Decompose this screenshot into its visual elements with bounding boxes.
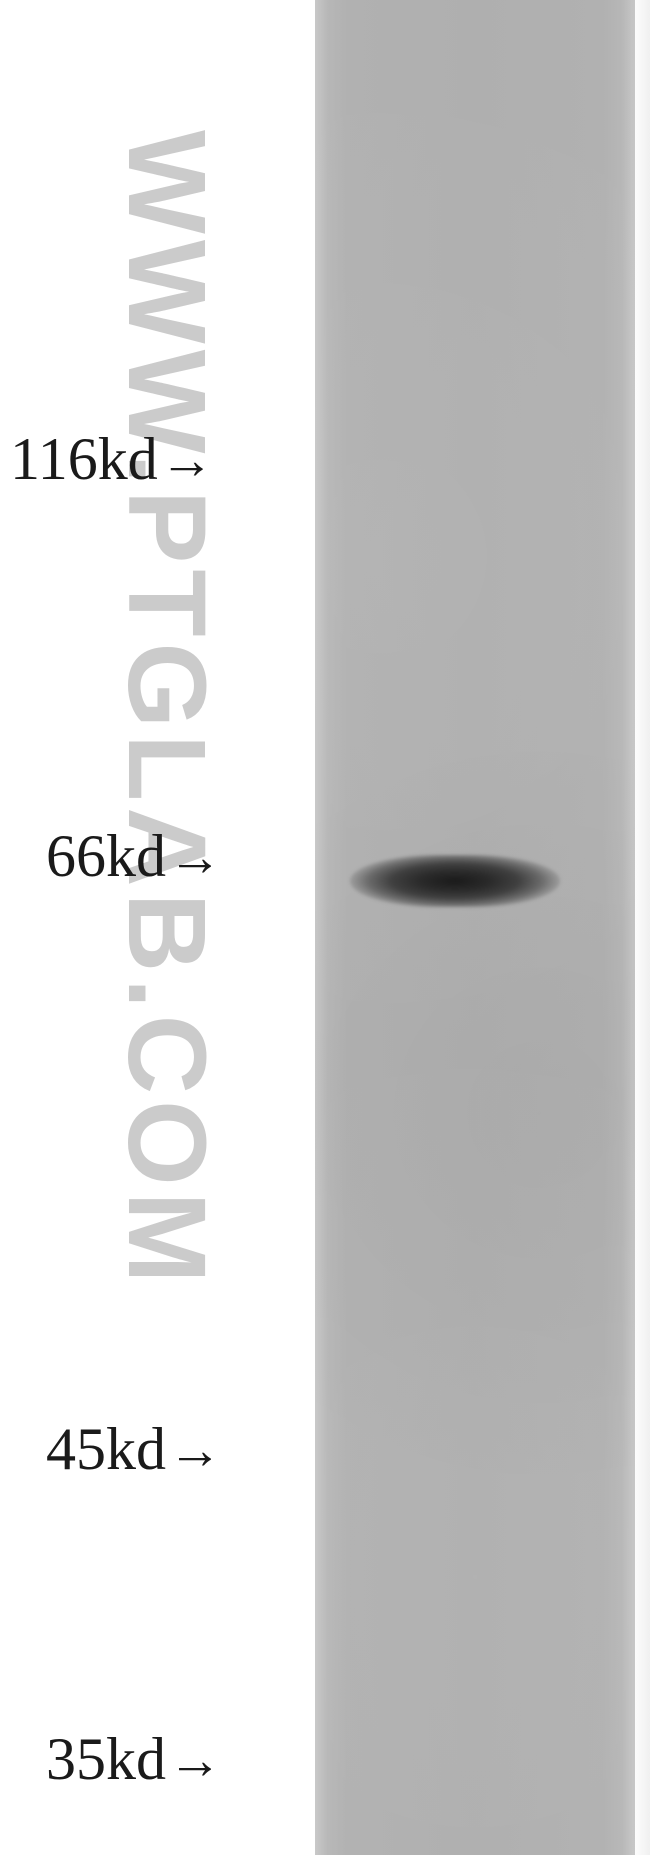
arrow-icon: → [168, 1419, 222, 1481]
arrow-icon: → [168, 826, 222, 888]
marker-label-text: 35kd [46, 1725, 166, 1794]
marker-label-text: 66kd [46, 822, 166, 891]
marker-label-text: 116kd [10, 425, 158, 494]
protein-band-66kd [350, 855, 560, 907]
marker-116kd: 116kd→ [10, 425, 214, 494]
western-blot-figure: WWW.PTGLAB.COM 116kd→ 66kd→ 45kd→ 35kd→ [0, 0, 650, 1855]
edge-shade [632, 0, 650, 1855]
blot-lane [315, 0, 635, 1855]
arrow-icon: → [168, 1729, 222, 1791]
arrow-icon: → [160, 429, 214, 491]
marker-45kd: 45kd→ [46, 1415, 222, 1484]
watermark-text: WWW.PTGLAB.COM [103, 130, 230, 1289]
marker-66kd: 66kd→ [46, 822, 222, 891]
marker-label-text: 45kd [46, 1415, 166, 1484]
marker-35kd: 35kd→ [46, 1725, 222, 1794]
